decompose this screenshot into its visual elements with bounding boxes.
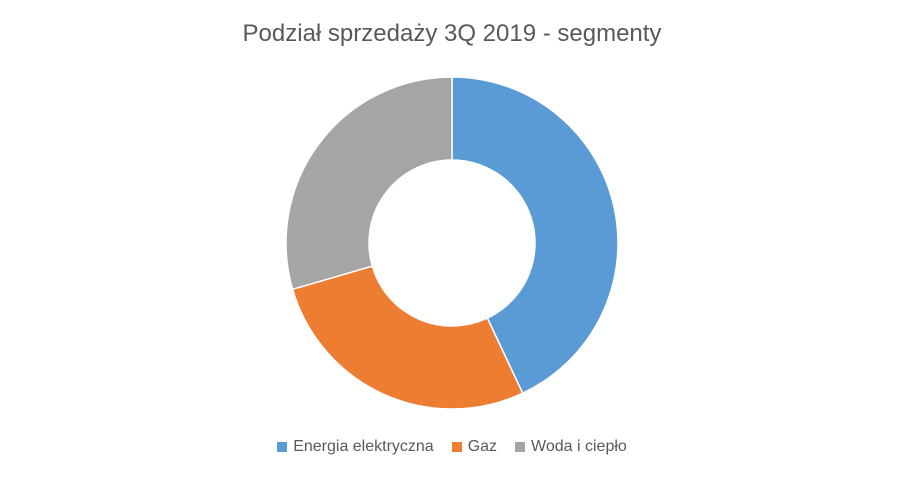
legend-swatch-woda	[515, 442, 526, 452]
donut-slice-woda	[285, 76, 453, 291]
donut-slice-gaz	[291, 265, 524, 410]
legend-label-woda: Woda i ciepło	[531, 438, 627, 455]
legend: Energia elektryczna Gaz Woda i ciepło	[0, 438, 904, 456]
legend-item-gaz: Gaz	[451, 438, 498, 456]
legend-item-woda: Woda i ciepło	[515, 438, 627, 456]
legend-item-energia: Energia elektryczna	[277, 438, 434, 456]
donut-slice-energia	[451, 76, 619, 395]
chart-title: Podział sprzedaży 3Q 2019 - segmenty	[242, 20, 662, 47]
legend-swatch-gaz	[451, 442, 462, 452]
legend-label-energia: Energia elektryczna	[293, 438, 434, 455]
legend-swatch-energia	[277, 442, 288, 452]
legend-label-gaz: Gaz	[467, 438, 498, 455]
